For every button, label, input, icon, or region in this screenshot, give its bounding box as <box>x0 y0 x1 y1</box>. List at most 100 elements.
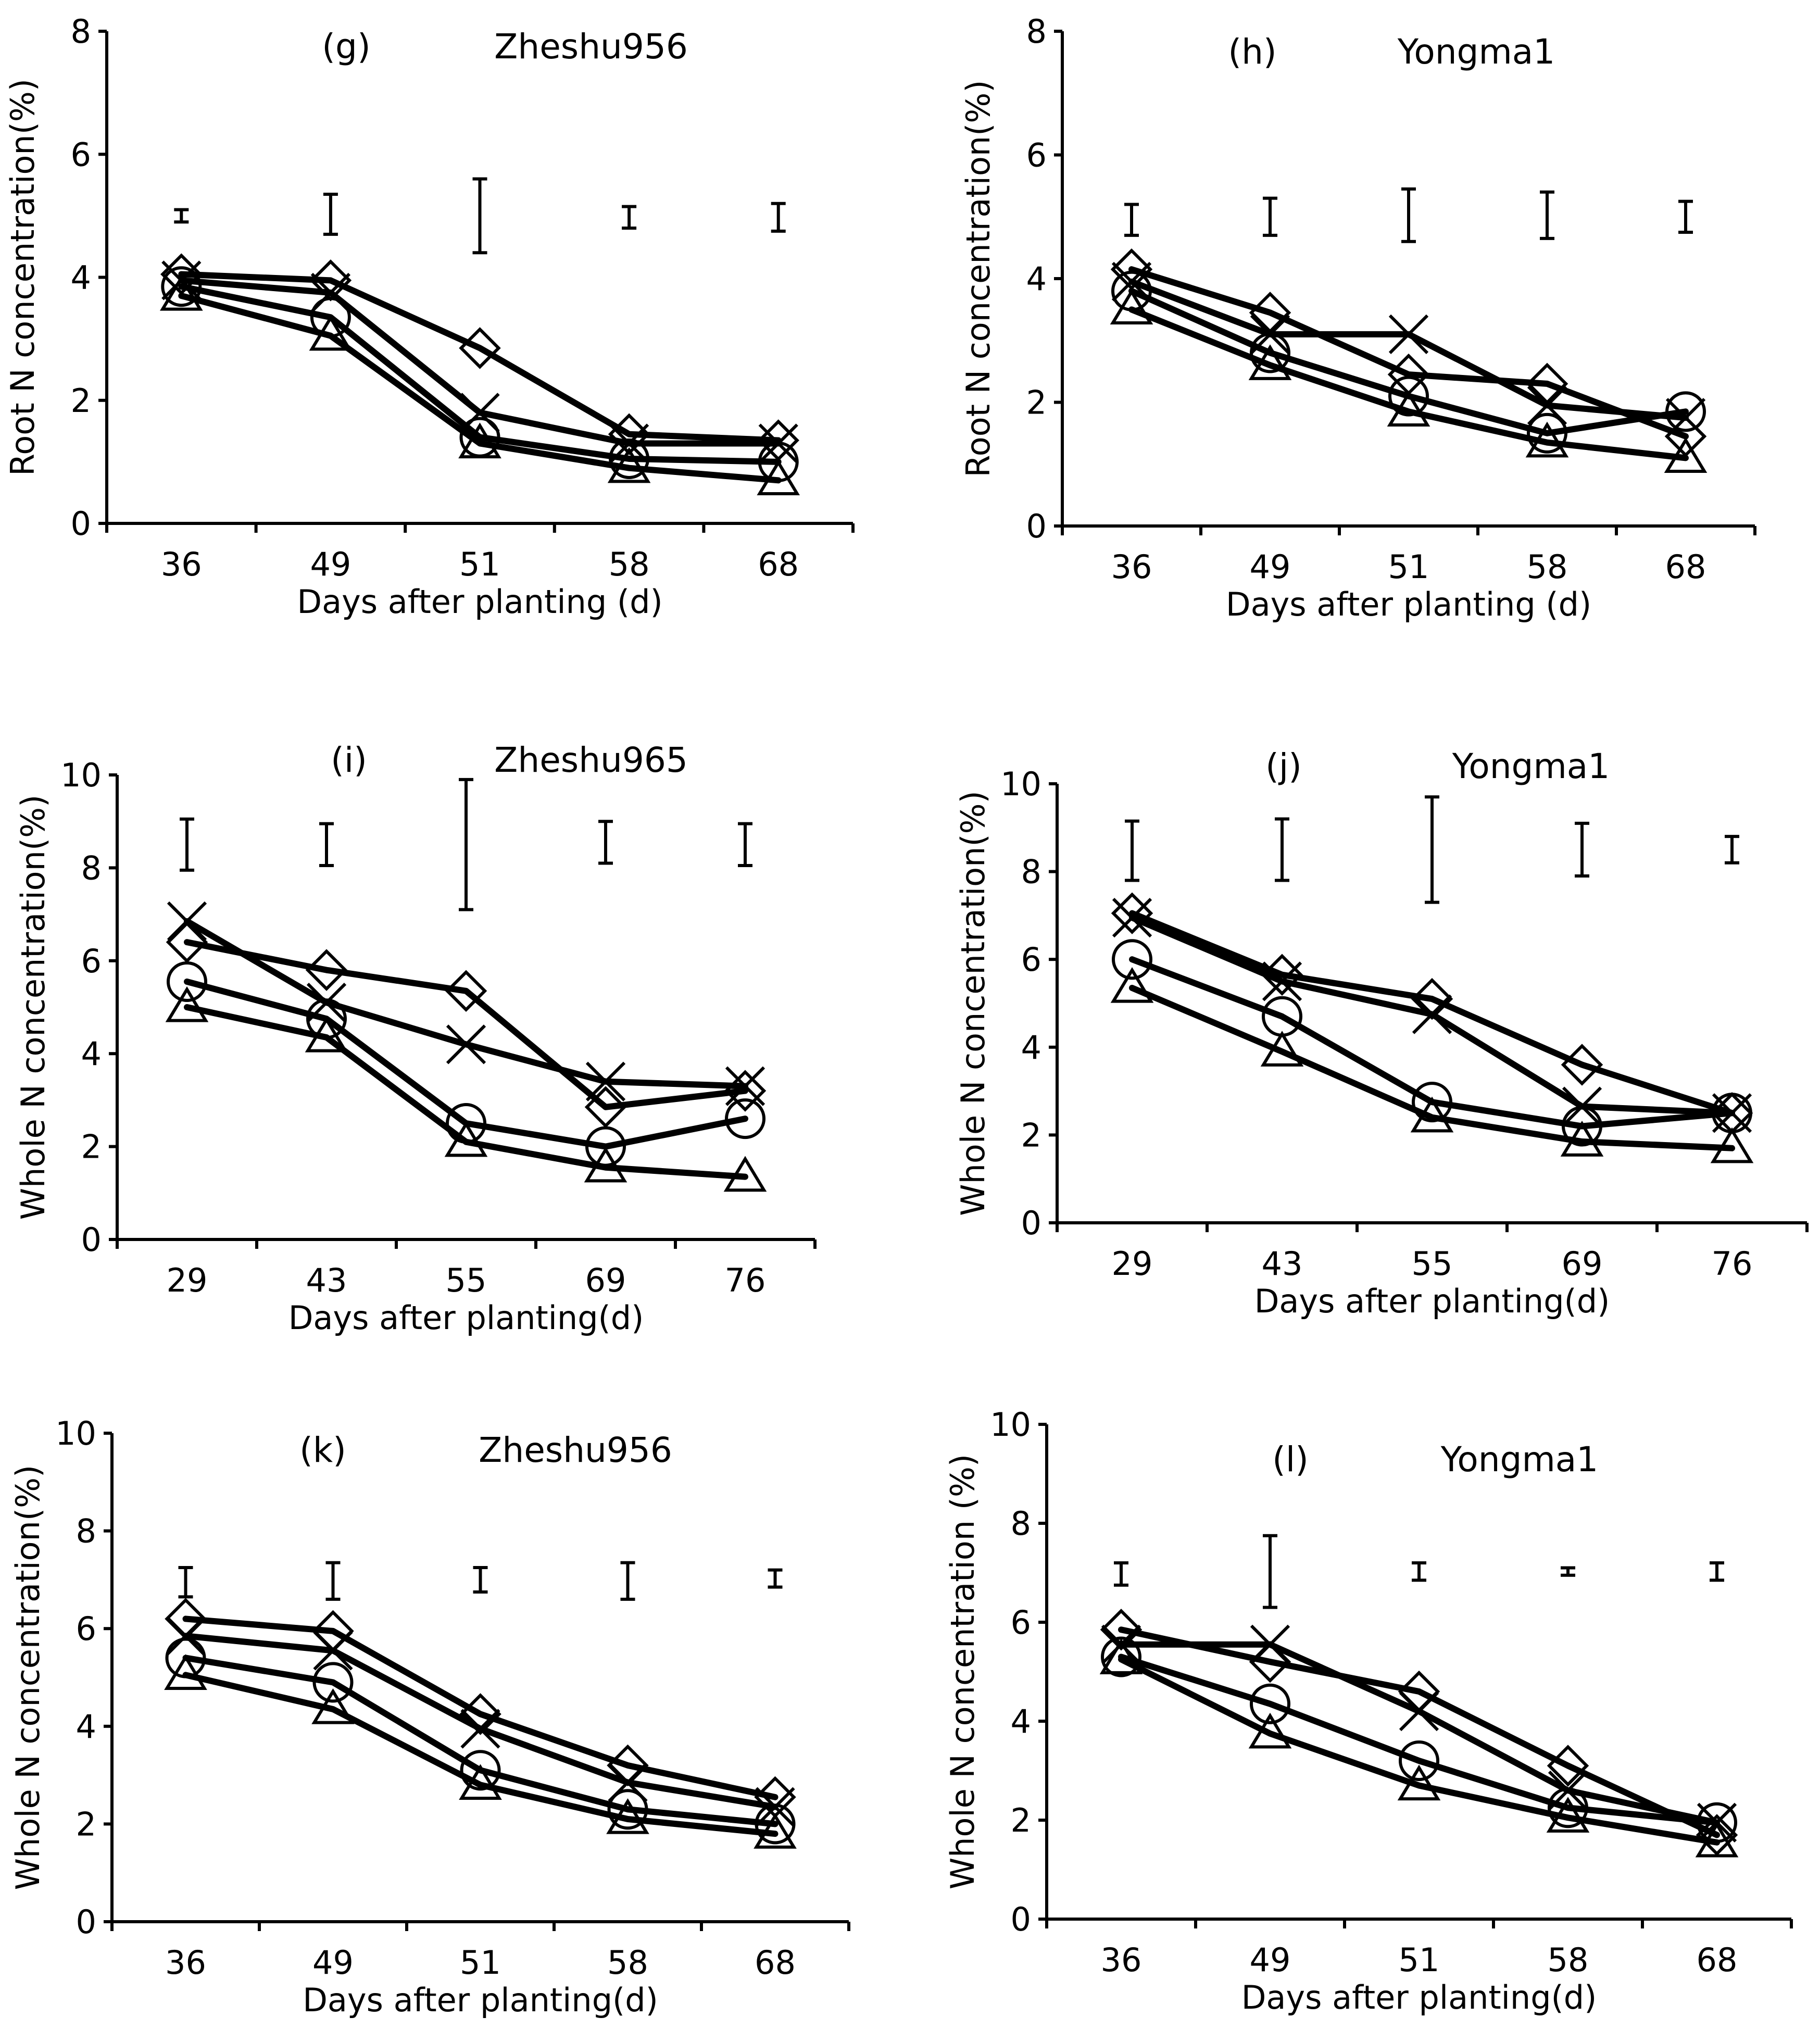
x-tick-label: 51 <box>459 545 500 583</box>
x-tick-label: 51 <box>1388 548 1429 586</box>
circle-marker <box>1112 939 1152 980</box>
cultivar-title: Yongma1 <box>1397 32 1555 72</box>
error-bar <box>1263 1534 1277 1609</box>
series-line-diamond <box>182 1615 779 1800</box>
cultivar-title: Yongma1 <box>1452 746 1610 786</box>
error-bar <box>1575 821 1589 878</box>
series-line-triangle <box>184 1004 748 1180</box>
circle-marker <box>1665 391 1706 432</box>
x-tick-label: 58 <box>1527 548 1568 586</box>
y-axis-title: Whole N concentration(%) <box>14 795 52 1220</box>
cross-marker <box>167 901 207 942</box>
cross-marker <box>725 1066 765 1106</box>
circle-marker <box>607 1789 648 1830</box>
circle-marker <box>1412 1082 1452 1123</box>
x-axis-title: Days after planting(d) <box>303 1981 658 2019</box>
cross-marker <box>1388 314 1429 354</box>
circle-marker <box>1548 1787 1588 1828</box>
series-line-triangle <box>1128 306 1689 461</box>
diamond-marker <box>305 949 348 991</box>
triangle-marker <box>1260 1031 1304 1067</box>
cross-marker <box>446 1024 486 1064</box>
error-bar <box>738 822 752 867</box>
y-axis-title: Whole N concentration(%) <box>954 791 992 1216</box>
x-tick-label: 68 <box>755 1944 796 1982</box>
triangle-marker <box>444 1121 488 1157</box>
x-tick-label: 58 <box>607 1944 648 1982</box>
error-bar <box>1125 819 1139 882</box>
triangle-marker <box>1410 1096 1454 1133</box>
triangle-marker <box>1664 437 1708 473</box>
panel-label: (k) <box>299 1430 346 1470</box>
error-bar <box>472 177 487 255</box>
error-bar <box>459 778 473 911</box>
error-bar <box>1124 203 1139 237</box>
panel-label: (g) <box>322 27 370 67</box>
triangle-marker <box>164 1654 207 1690</box>
x-tick-label: 49 <box>1250 1941 1291 1979</box>
y-tick-label: 0 <box>76 1903 96 1941</box>
series-line-triangle <box>178 292 782 484</box>
cultivar-title: Zheshu965 <box>494 740 688 780</box>
series-line-circle <box>178 283 782 465</box>
circle-marker <box>1101 1636 1141 1677</box>
cultivar-title: Zheshu956 <box>494 27 688 67</box>
x-axis-title: Days after planting(d) <box>1241 1978 1597 2016</box>
y-axis-title: Root N concentration(%) <box>959 80 997 478</box>
panel-label: (h) <box>1228 32 1276 72</box>
y-tick-label: 0 <box>81 1221 102 1259</box>
error-bar <box>1725 835 1739 865</box>
x-tick-label: 68 <box>758 545 799 583</box>
cross-marker <box>755 1787 795 1827</box>
triangle-marker <box>1248 344 1292 380</box>
triangle-marker <box>584 1146 627 1183</box>
cross-marker <box>585 1061 626 1101</box>
cross-marker <box>166 1616 206 1656</box>
error-bar <box>473 1565 488 1594</box>
series-line-triangle <box>1118 1656 1720 1846</box>
circle-marker <box>1388 375 1429 417</box>
cultivar-title: Yongma1 <box>1440 1439 1598 1480</box>
y-axis-title: Root N concentration(%) <box>4 79 42 476</box>
triangle-marker <box>757 459 800 495</box>
y-tick-label: 10 <box>60 756 102 794</box>
circle-marker <box>161 266 202 307</box>
panel-label: (j) <box>1265 746 1302 786</box>
error-bar <box>771 202 786 233</box>
triangle-marker <box>458 422 501 459</box>
error-bar <box>768 1568 783 1589</box>
error-bar <box>1425 795 1439 904</box>
error-bar <box>1540 190 1554 240</box>
triangle-marker <box>607 447 651 483</box>
cross-marker <box>460 1709 500 1749</box>
y-tick-label: 4 <box>1011 1702 1031 1740</box>
panel-i: 0 2 4 6 8 10 29 43 55 69 76 Days after planting(d) W… <box>14 740 817 1337</box>
x-tick-label: 69 <box>1562 1245 1603 1283</box>
panel-j: 0 2 4 6 8 10 29 43 55 69 76 Days after planting(d) W… <box>954 746 1809 1320</box>
error-bar <box>1114 1561 1128 1587</box>
y-tick-label: 6 <box>1011 1603 1031 1642</box>
y-tick-label: 4 <box>71 259 91 297</box>
error-bar <box>174 208 189 224</box>
series-line-circle <box>182 1655 779 1827</box>
circle-marker <box>755 1803 796 1845</box>
y-tick-label: 6 <box>1021 941 1041 979</box>
y-tick-label: 6 <box>76 1610 96 1648</box>
circle-marker <box>167 961 207 1002</box>
error-bar <box>1401 187 1416 243</box>
y-tick-label: 0 <box>1021 1204 1041 1242</box>
triangle-marker <box>1248 1712 1292 1749</box>
y-tick-label: 8 <box>76 1512 96 1550</box>
y-tick-label: 8 <box>81 849 102 887</box>
x-tick-label: 36 <box>165 1944 206 1982</box>
x-tick-label: 76 <box>725 1261 766 1299</box>
error-bar <box>598 820 613 865</box>
triangle-marker <box>754 1813 797 1849</box>
diamond-marker <box>584 1086 627 1129</box>
y-tick-label: 2 <box>1011 1801 1031 1839</box>
y-axis-title: Whole N concentration(%) <box>9 1465 47 1890</box>
series-line-diamond <box>184 939 748 1110</box>
